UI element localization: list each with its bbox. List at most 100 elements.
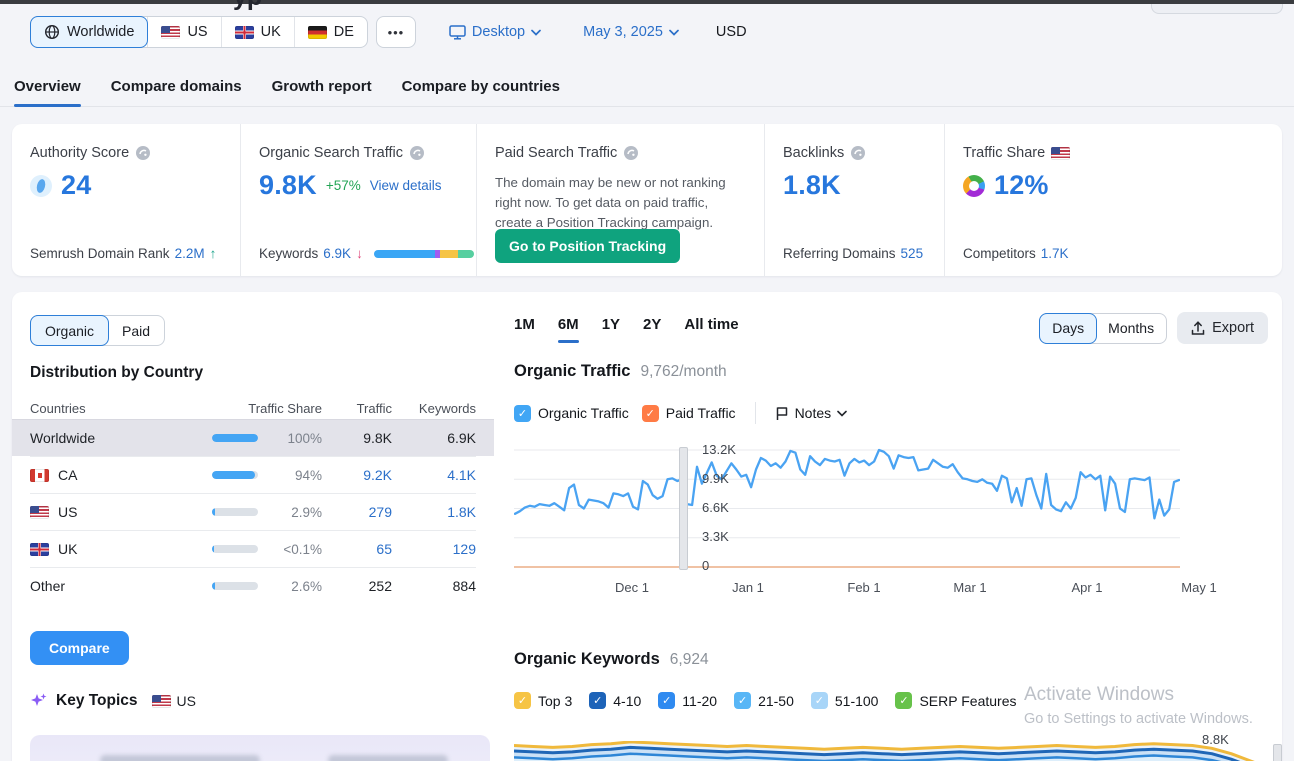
tooltip-fragment <box>1151 4 1283 14</box>
country-name: CA <box>58 467 78 483</box>
share-bar <box>212 508 258 516</box>
toggle-organic[interactable]: Organic <box>30 315 110 346</box>
tab-overview[interactable]: Overview <box>14 78 81 107</box>
region-worldwide[interactable]: Worldwide <box>30 16 149 48</box>
keywords-value: 884 <box>452 578 476 594</box>
col-traffic-share: Traffic Share <box>248 400 322 416</box>
info-badge-icon[interactable] <box>623 145 639 161</box>
region-uk[interactable]: UK <box>220 17 294 47</box>
keywords-value[interactable]: 1.8K <box>447 504 476 520</box>
competitors-count[interactable]: 1.7K <box>1040 246 1069 261</box>
metrics-card-row: Authority Score 24 Semrush Domain Rank 2… <box>12 124 1282 276</box>
region-us[interactable]: US <box>147 17 220 47</box>
tab-compare-domains[interactable]: Compare domains <box>110 78 242 95</box>
view-details-link[interactable]: View details <box>369 178 442 193</box>
device-dropdown[interactable]: Desktop <box>449 24 541 40</box>
pos11-20-checkbox[interactable] <box>658 692 676 709</box>
traffic-value[interactable]: 279 <box>368 504 392 520</box>
range-1y[interactable]: 1Y <box>601 316 621 333</box>
date-dropdown[interactable]: May 3, 2025 <box>583 24 679 40</box>
table-row-us[interactable]: US 2.9% 279 1.8K <box>30 493 476 530</box>
serp-features-checkbox[interactable] <box>895 692 913 709</box>
page-title-fragment: yp <box>233 0 262 10</box>
toggle-months[interactable]: Months <box>1108 320 1155 336</box>
toggle-paid[interactable]: Paid <box>122 322 151 339</box>
keywords-value: 6.9K <box>447 430 476 446</box>
y-axis-tick: 0 <box>702 558 710 573</box>
overview-main-panel: Organic Paid Distribution by Country Cou… <box>12 292 1282 761</box>
section-subtitle: 9,762/month <box>640 363 727 380</box>
tab-growth-report[interactable]: Growth report <box>271 78 372 95</box>
filter-top3[interactable]: Top 3 <box>514 692 572 709</box>
share-bar <box>212 545 258 553</box>
share-bar <box>212 582 258 590</box>
tab-compare-by-countries[interactable]: Compare by countries <box>401 78 560 95</box>
keywords-chart-drag-handle[interactable] <box>1273 744 1282 761</box>
filter-11-20[interactable]: 11-20 <box>658 692 717 709</box>
us-flag-icon <box>151 694 171 708</box>
keywords-count[interactable]: 6.9K <box>323 246 352 261</box>
go-to-position-tracking-button[interactable]: Go to Position Tracking <box>495 229 681 263</box>
footer-label: Competitors <box>963 246 1036 261</box>
table-row-other[interactable]: Other 2.6% 252 884 <box>30 567 476 604</box>
table-row-ca[interactable]: CA 94% 9.2K 4.1K <box>30 456 476 493</box>
more-regions-button[interactable]: ••• <box>375 16 416 48</box>
pos4-10-checkbox[interactable] <box>589 692 607 709</box>
region-label: UK <box>260 24 281 40</box>
toggle-days[interactable]: Days <box>1039 312 1098 344</box>
referring-domains-count[interactable]: 525 <box>900 246 924 261</box>
table-row-worldwide[interactable]: Worldwide 100% 9.8K 6.9K <box>12 419 494 456</box>
x-axis-tick: May 1 <box>1181 580 1217 595</box>
notes-dropdown[interactable]: Notes <box>775 405 848 421</box>
compare-button[interactable]: Compare <box>30 631 129 665</box>
col-countries: Countries <box>30 400 86 416</box>
organic-traffic-value: 9.8K <box>259 170 317 200</box>
top3-checkbox[interactable] <box>514 692 531 709</box>
filter-4-10[interactable]: 4-10 <box>589 692 641 709</box>
range-all-time[interactable]: All time <box>684 316 739 333</box>
country-name: Other <box>30 578 66 594</box>
keywords-value[interactable]: 129 <box>452 541 476 557</box>
currency-label: USD <box>715 24 747 40</box>
export-button[interactable]: Export <box>1177 312 1268 344</box>
organic-checkbox[interactable] <box>514 404 531 422</box>
info-badge-icon[interactable] <box>135 145 151 161</box>
chart-drag-handle[interactable] <box>679 447 688 570</box>
ai-sparkle-icon <box>31 693 47 706</box>
pos51-100-checkbox[interactable] <box>810 692 828 709</box>
key-topics-title: Key Topics <box>56 692 138 709</box>
organic-keywords-chart <box>514 741 1270 761</box>
range-1m[interactable]: 1M <box>514 316 535 333</box>
col-keywords: Keywords <box>418 400 476 416</box>
table-row-uk[interactable]: UK <0.1% 65 129 <box>30 530 476 567</box>
domain-rank-value[interactable]: 2.2M <box>174 246 205 261</box>
footer-label: Referring Domains <box>783 246 896 261</box>
filter-label: SERP Features <box>919 692 1017 709</box>
legend-paid-traffic[interactable]: Paid Traffic <box>641 404 736 422</box>
legend-organic-traffic[interactable]: Organic Traffic <box>514 404 629 422</box>
filter-51-100[interactable]: 51-100 <box>810 692 878 709</box>
share-bar <box>212 434 258 442</box>
info-badge-icon[interactable] <box>409 145 425 161</box>
us-flag-icon <box>161 25 181 39</box>
x-axis-tick: Mar 1 <box>953 580 987 595</box>
traffic-value: 9.8K <box>363 430 392 446</box>
chevron-down-icon <box>669 29 679 36</box>
card-title: Authority Score <box>30 145 130 161</box>
traffic-value[interactable]: 9.2K <box>363 467 392 483</box>
range-2y[interactable]: 2Y <box>643 316 662 333</box>
paid-traffic-notice: The domain may be new or not ranking rig… <box>495 175 726 230</box>
ca-flag-icon <box>30 468 49 482</box>
region-de[interactable]: DE <box>293 17 367 47</box>
filter-serp-features[interactable]: SERP Features <box>895 692 1016 709</box>
range-6m[interactable]: 6M <box>557 316 579 343</box>
traffic-value[interactable]: 65 <box>376 541 392 557</box>
filter-21-50[interactable]: 21-50 <box>734 692 794 709</box>
traffic-share-value: 12% <box>994 170 1049 200</box>
pos21-50-checkbox[interactable] <box>734 692 752 709</box>
paid-checkbox[interactable] <box>641 404 659 422</box>
info-badge-icon[interactable] <box>850 145 866 161</box>
keywords-value[interactable]: 4.1K <box>447 467 476 483</box>
filter-label: 4-10 <box>613 692 642 709</box>
export-label: Export <box>1212 320 1254 336</box>
